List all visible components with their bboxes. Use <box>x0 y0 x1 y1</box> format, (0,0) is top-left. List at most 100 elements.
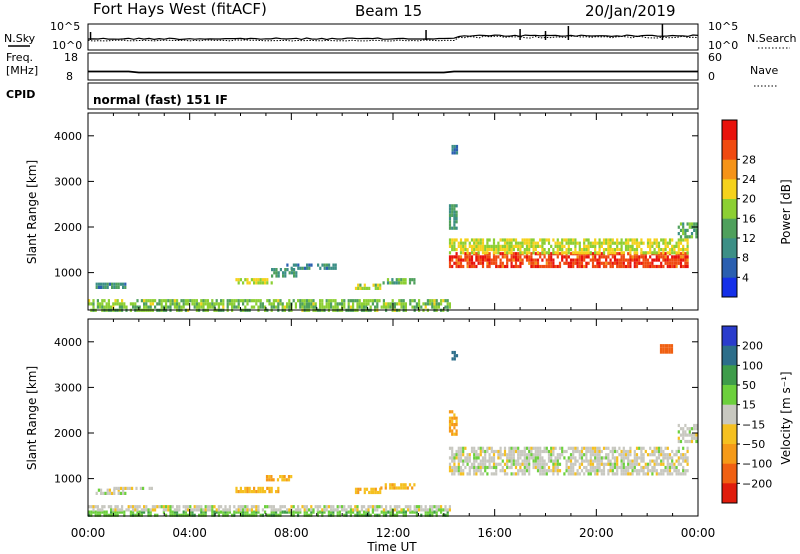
nsearch-label: N.Search <box>747 32 797 45</box>
colorbar-tick-label: 28 <box>742 153 756 166</box>
heatmap-cell <box>131 486 134 490</box>
heatmap-cell <box>666 459 669 463</box>
heatmap-cell <box>455 210 458 214</box>
heatmap-cell <box>664 238 667 242</box>
heatmap-cell <box>567 446 570 450</box>
heatmap-cell <box>475 449 478 454</box>
heatmap-cell <box>211 305 214 309</box>
heatmap-cell <box>629 453 632 457</box>
heatmap-cell <box>578 255 581 259</box>
heatmap-cell <box>589 459 592 463</box>
heatmap-cell <box>162 299 165 303</box>
heatmap-cell <box>613 472 617 476</box>
heatmap-cell <box>451 446 454 450</box>
heatmap-cell <box>424 508 427 512</box>
heatmap-cell <box>567 244 570 248</box>
heatmap-cell <box>400 299 403 303</box>
heatmap-cell <box>613 261 617 265</box>
heatmap-cell <box>124 282 127 286</box>
heatmap-cell <box>235 508 238 512</box>
heatmap-cell <box>448 258 452 262</box>
heatmap-cell <box>640 251 643 255</box>
heatmap-cell <box>506 456 509 460</box>
heatmap-cell <box>664 469 667 473</box>
heatmap-cell <box>182 305 185 309</box>
heatmap-cell <box>495 255 498 259</box>
heatmap-cell <box>488 258 491 262</box>
heatmap-cell <box>167 299 170 303</box>
heatmap-cell <box>609 264 612 269</box>
heatmap-cell <box>147 513 150 517</box>
heatmap-cell <box>668 251 672 255</box>
heatmap-cell <box>171 302 174 306</box>
heatmap-cell <box>664 350 667 354</box>
heatmap-cell <box>627 459 630 463</box>
heatmap-cell <box>594 238 597 242</box>
heatmap-cell <box>473 449 476 454</box>
heatmap-cell <box>143 510 146 514</box>
heatmap-cell <box>624 469 628 473</box>
heatmap-cell <box>671 244 674 248</box>
heatmap-cell <box>547 449 551 454</box>
heatmap-cell <box>567 255 570 259</box>
heatmap-cell <box>99 510 102 514</box>
heatmap-cell <box>466 453 469 457</box>
heatmap-cell <box>389 510 392 514</box>
heatmap-cell <box>395 278 398 282</box>
heatmap-cell <box>462 459 465 463</box>
heatmap-cell <box>306 263 309 267</box>
heatmap-cell <box>495 472 498 476</box>
heatmap-cell <box>237 305 240 309</box>
heatmap-cell <box>288 271 291 275</box>
colorbar-segment <box>722 179 737 199</box>
station-title: Fort Hays West (fitACF) <box>93 0 267 18</box>
heatmap-cell <box>644 472 647 476</box>
heatmap-cell <box>406 486 409 490</box>
heatmap-cell <box>523 469 526 473</box>
heatmap-cell <box>129 510 132 514</box>
heatmap-cell <box>695 423 698 428</box>
heatmap-cell <box>145 302 148 306</box>
heatmap-cell <box>312 305 315 309</box>
heatmap-cell <box>299 508 302 512</box>
heatmap-cell <box>327 302 330 306</box>
heatmap-cell <box>244 486 247 490</box>
heatmap-cell <box>622 264 625 269</box>
heatmap-cell <box>497 241 500 245</box>
heatmap-cell <box>167 305 170 309</box>
heatmap-cell <box>688 222 691 226</box>
x-tick-label: 04:00 <box>172 526 207 540</box>
heatmap-cell <box>556 465 559 470</box>
heatmap-cell <box>550 446 553 450</box>
heatmap-cell <box>580 456 584 460</box>
heatmap-cell <box>620 244 623 248</box>
heatmap-cell <box>473 264 476 269</box>
heatmap-cell <box>235 486 238 490</box>
heatmap-cell <box>618 258 621 262</box>
heatmap-cell <box>369 305 372 309</box>
heatmap-cell <box>660 255 663 259</box>
cpid-label: CPID <box>6 88 35 101</box>
heatmap-cell <box>275 510 278 514</box>
heatmap-cell <box>178 505 181 509</box>
heatmap-cell <box>217 505 220 509</box>
heatmap-cell <box>356 299 359 303</box>
heatmap-cell <box>468 469 471 473</box>
heatmap-cell <box>629 261 632 265</box>
heatmap-cell <box>519 456 522 460</box>
heatmap-cell <box>237 490 240 494</box>
heatmap-cell <box>679 439 683 444</box>
heatmap-cell <box>286 305 289 309</box>
heatmap-cell <box>585 251 588 255</box>
heatmap-cell <box>457 456 460 460</box>
heatmap-cell <box>451 472 454 476</box>
heatmap-cell <box>523 459 526 463</box>
heatmap-cell <box>646 244 650 248</box>
heatmap-cell <box>629 251 632 255</box>
heatmap-cell <box>277 508 280 512</box>
heatmap-cell <box>222 513 225 517</box>
heatmap-cell <box>671 251 674 255</box>
heatmap-cell <box>622 241 625 245</box>
heatmap-cell <box>96 305 99 309</box>
heatmap-cell <box>123 305 126 309</box>
